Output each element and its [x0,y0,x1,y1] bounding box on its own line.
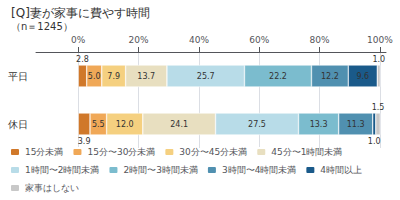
svg-text:12.0: 12.0 [116,120,134,129]
svg-text:1時間〜2時間未満: 1時間〜2時間未満 [25,165,99,175]
svg-text:3.9: 3.9 [78,137,91,146]
svg-text:7.9: 7.9 [107,72,120,81]
svg-text:13.7: 13.7 [137,72,155,81]
svg-text:（n＝1245）: （n＝1245） [11,21,73,32]
svg-text:11.3: 11.3 [347,120,365,129]
svg-text:0%: 0% [71,35,86,45]
svg-text:80%: 80% [310,35,330,45]
svg-text:27.5: 27.5 [248,120,266,129]
svg-text:平日: 平日 [8,71,28,82]
svg-text:60%: 60% [249,35,269,45]
svg-text:45分〜1時間未満: 45分〜1時間未満 [271,147,342,157]
svg-text:1.5: 1.5 [372,103,385,112]
svg-text:40%: 40% [189,35,209,45]
svg-text:22.2: 22.2 [269,72,287,81]
svg-text:1.0: 1.0 [368,137,381,146]
svg-text:休日: 休日 [8,119,28,130]
svg-text:3時間〜4時間未満: 3時間〜4時間未満 [222,165,296,175]
svg-text:25.7: 25.7 [197,72,215,81]
svg-text:20%: 20% [129,35,149,45]
svg-text:家事はしない: 家事はしない [25,183,79,193]
svg-text:100%: 100% [367,35,393,45]
svg-text:2.8: 2.8 [76,55,89,64]
svg-text:5.5: 5.5 [92,120,105,129]
svg-text:13.3: 13.3 [310,120,328,129]
svg-text:30分〜45分未満: 30分〜45分未満 [179,147,247,157]
svg-text:4時間以上: 4時間以上 [320,165,362,175]
svg-text:9.6: 9.6 [356,72,369,81]
svg-text:12.2: 12.2 [321,72,339,81]
svg-text:24.1: 24.1 [170,120,188,129]
svg-text:15分〜30分未満: 15分〜30分未満 [87,147,155,157]
svg-text:2時間〜3時間未満: 2時間〜3時間未満 [123,165,197,175]
svg-text:[Q]妻が家事に費やす時間: [Q]妻が家事に費やす時間 [11,6,150,20]
svg-text:15分未満: 15分未満 [25,147,63,157]
svg-text:5.0: 5.0 [88,72,101,81]
svg-text:1.0: 1.0 [372,55,385,64]
